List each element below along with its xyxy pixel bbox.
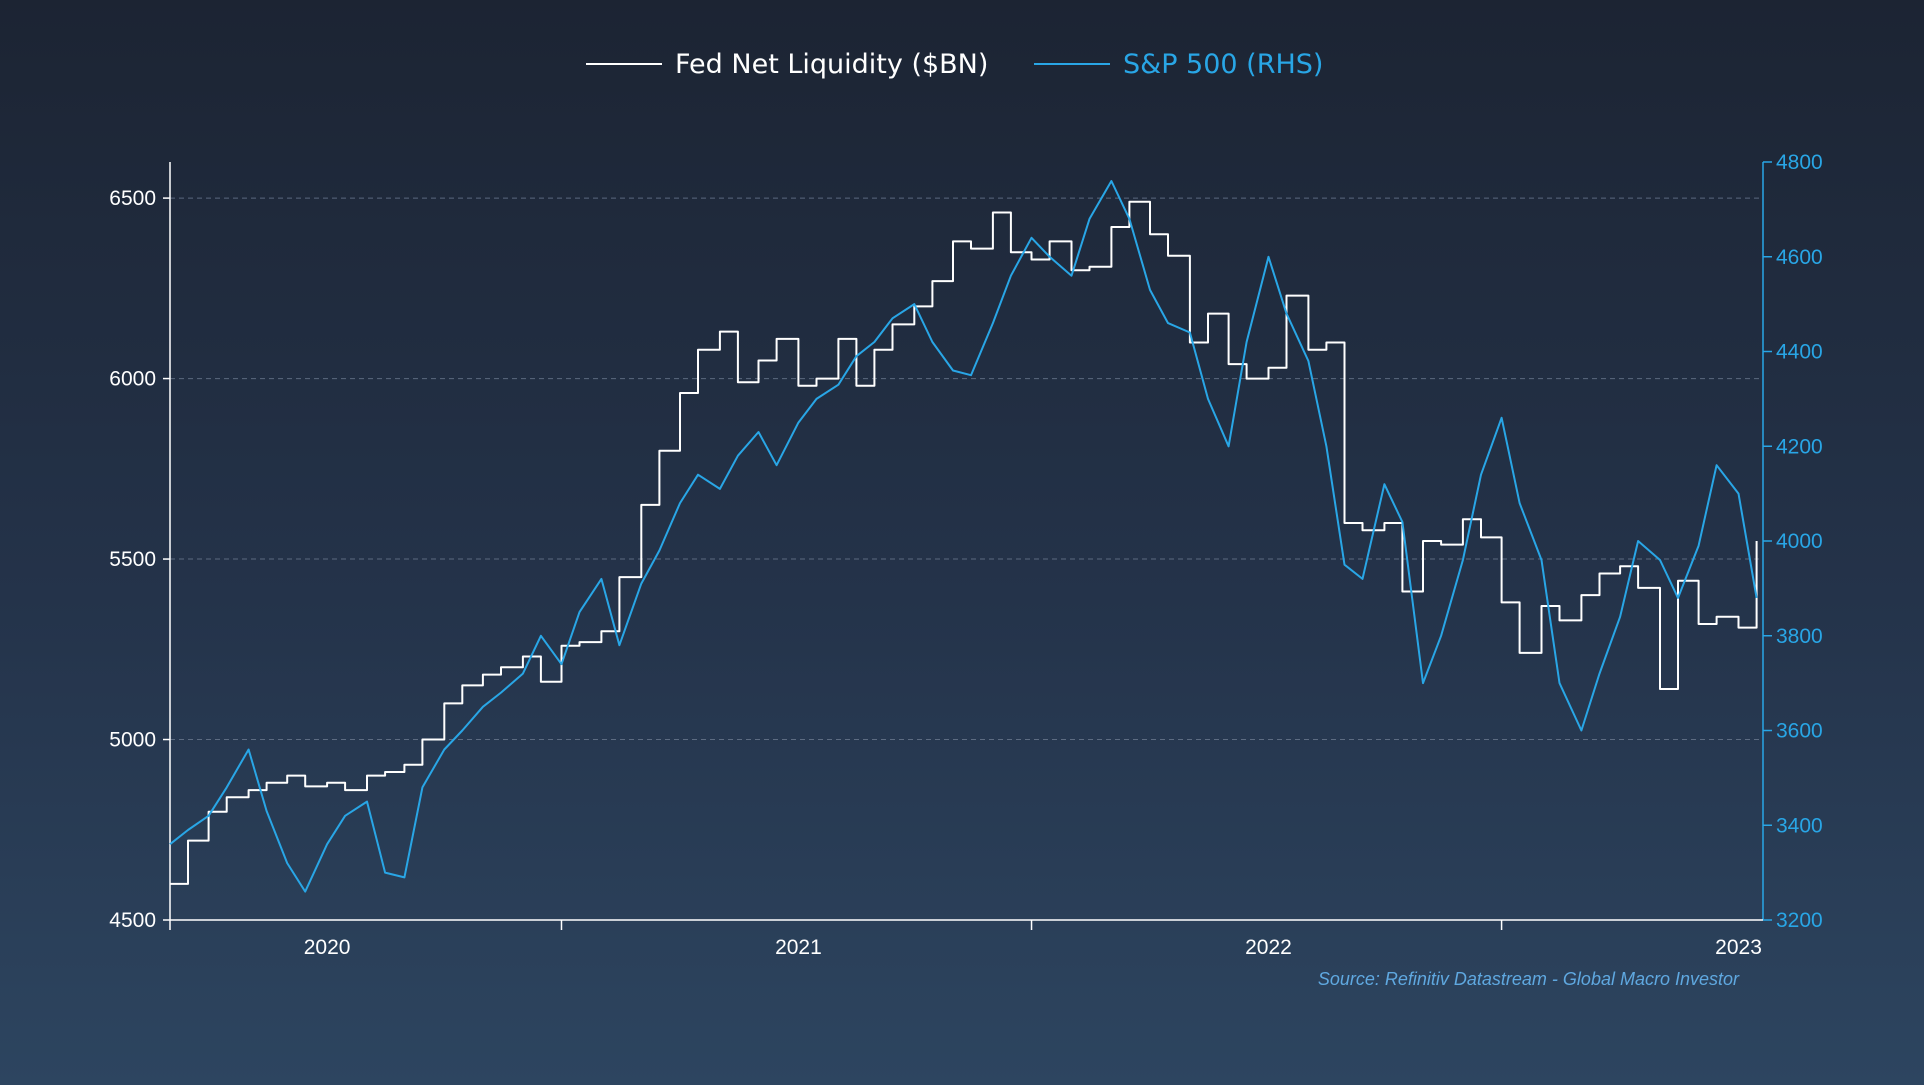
y-tick-right-label: 4600 <box>1776 246 1823 269</box>
grid <box>170 197 1763 741</box>
axes: 6500 6000 5500 5000 4500 4800 4600 4400 4200 4000… <box>109 151 1822 959</box>
y-tick-right-label: 3200 <box>1776 909 1823 932</box>
legend-label-fed-net-liquidity: Fed Net Liquidity ($BN) <box>675 49 988 80</box>
source-note: Source: Refinitiv Datastream - Global Ma… <box>1318 969 1740 989</box>
x-tick-label: 2022 <box>1245 936 1292 959</box>
y-tick-right-label: 4400 <box>1776 341 1823 364</box>
y-tick-right-label: 3800 <box>1776 625 1823 648</box>
plot-area <box>169 180 1758 893</box>
y-tick-right-label: 4800 <box>1776 151 1823 174</box>
series-line-fed-net-liquidity <box>170 200 1758 885</box>
y-tick-right-label: 3600 <box>1776 720 1823 743</box>
y-tick-right-label: 4200 <box>1776 435 1823 458</box>
y-tick-right-label: 4000 <box>1776 530 1823 553</box>
y-tick-left-label: 5000 <box>109 729 156 752</box>
y-tick-left-label: 5500 <box>109 548 156 571</box>
series-line-sp500 <box>169 180 1758 893</box>
legend-label-sp500: S&P 500 (RHS) <box>1123 49 1323 80</box>
y-tick-right-label: 3400 <box>1776 814 1823 837</box>
y-tick-left-label: 4500 <box>109 909 156 932</box>
x-tick-label: 2021 <box>775 936 822 959</box>
y-tick-left-label: 6000 <box>109 368 156 391</box>
y-tick-left-label: 6500 <box>109 187 156 210</box>
legend: Fed Net Liquidity ($BN) S&P 500 (RHS) <box>586 49 1323 80</box>
x-tick-label: 2023 <box>1715 936 1762 959</box>
x-tick-label: 2020 <box>304 936 351 959</box>
